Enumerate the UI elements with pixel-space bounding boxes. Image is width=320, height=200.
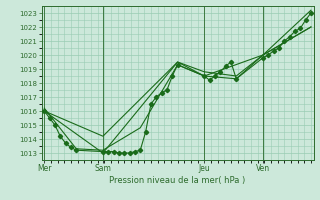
X-axis label: Pression niveau de la mer( hPa ): Pression niveau de la mer( hPa ) (109, 176, 246, 185)
